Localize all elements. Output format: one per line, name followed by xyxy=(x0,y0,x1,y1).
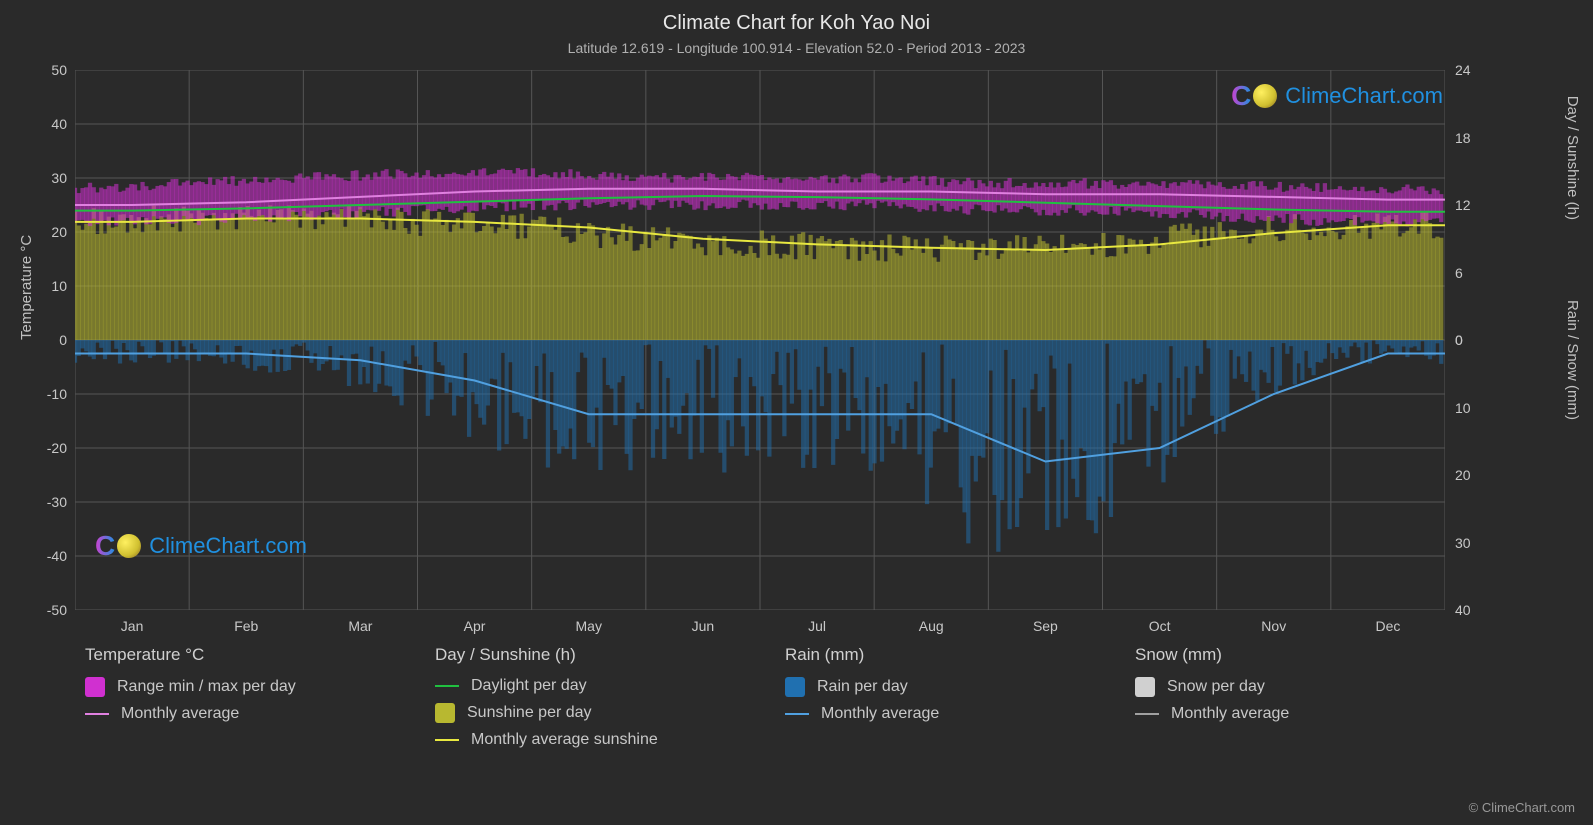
left-tick-label: 20 xyxy=(51,224,67,240)
legend-column: Rain (mm) Rain per day Monthly average xyxy=(785,645,1135,757)
legend-item: Sunshine per day xyxy=(435,703,785,723)
legend-line-icon xyxy=(85,713,109,715)
right-bot-tick-label: 10 xyxy=(1455,400,1471,416)
watermark-top: C ClimeChart.com xyxy=(1231,80,1443,112)
watermark-text: ClimeChart.com xyxy=(1285,83,1443,109)
climate-chart-container: Climate Chart for Koh Yao Noi Latitude 1… xyxy=(0,0,1593,825)
legend-line-icon xyxy=(435,739,459,741)
left-tick-label: -50 xyxy=(47,602,67,618)
left-tick-label: -20 xyxy=(47,440,67,456)
plot-area xyxy=(75,70,1445,610)
month-tick-label: Aug xyxy=(911,618,951,634)
legend-item: Monthly average xyxy=(85,705,435,723)
left-tick-label: 30 xyxy=(51,170,67,186)
left-tick-label: 10 xyxy=(51,278,67,294)
left-tick-label: -40 xyxy=(47,548,67,564)
legend-item-label: Sunshine per day xyxy=(467,704,592,722)
left-axis-label: Temperature °C xyxy=(18,235,35,340)
left-tick-label: -10 xyxy=(47,386,67,402)
chart-title: Climate Chart for Koh Yao Noi xyxy=(0,12,1593,35)
legend-column-title: Temperature °C xyxy=(85,645,435,665)
legend-swatch-icon xyxy=(435,703,455,723)
month-tick-label: Oct xyxy=(1140,618,1180,634)
logo-c-icon: C xyxy=(1231,80,1251,112)
watermark-text: ClimeChart.com xyxy=(149,533,307,559)
month-tick-label: Feb xyxy=(226,618,266,634)
legend-item-label: Monthly average xyxy=(821,705,939,723)
right-axis-bot-label: Rain / Snow (mm) xyxy=(1564,300,1581,420)
right-bot-tick-label: 30 xyxy=(1455,535,1471,551)
left-tick-label: 0 xyxy=(59,332,67,348)
legend-item-label: Rain per day xyxy=(817,678,908,696)
legend-column: Temperature °C Range min / max per day Mon… xyxy=(85,645,435,757)
legend-item-label: Monthly average xyxy=(121,705,239,723)
legend-column-title: Rain (mm) xyxy=(785,645,1135,665)
legend-column: Day / Sunshine (h) Daylight per day Sunshi… xyxy=(435,645,785,757)
legend-item: Monthly average sunshine xyxy=(435,731,785,749)
left-tick-label: 40 xyxy=(51,116,67,132)
right-top-tick-label: 12 xyxy=(1455,197,1471,213)
legend-item: Snow per day xyxy=(1135,677,1485,697)
month-tick-label: Jul xyxy=(797,618,837,634)
legend-item: Monthly average xyxy=(1135,705,1485,723)
legend-item-label: Daylight per day xyxy=(471,677,587,695)
legend: Temperature °C Range min / max per day Mon… xyxy=(85,645,1485,757)
month-tick-label: Apr xyxy=(455,618,495,634)
left-tick-label: 50 xyxy=(51,62,67,78)
month-tick-label: Jun xyxy=(683,618,723,634)
right-top-tick-label: 18 xyxy=(1455,130,1471,146)
legend-column: Snow (mm) Snow per day Monthly average xyxy=(1135,645,1485,757)
right-axis-top-label: Day / Sunshine (h) xyxy=(1564,96,1581,220)
chart-subtitle: Latitude 12.619 - Longitude 100.914 - El… xyxy=(0,40,1593,56)
legend-swatch-icon xyxy=(1135,677,1155,697)
month-tick-label: May xyxy=(569,618,609,634)
right-top-tick-label: 24 xyxy=(1455,62,1471,78)
legend-item: Range min / max per day xyxy=(85,677,435,697)
legend-swatch-icon xyxy=(785,677,805,697)
legend-line-icon xyxy=(435,685,459,687)
logo-c-icon: C xyxy=(95,530,115,562)
month-tick-label: Jan xyxy=(112,618,152,634)
legend-column-title: Day / Sunshine (h) xyxy=(435,645,785,665)
legend-item: Daylight per day xyxy=(435,677,785,695)
month-tick-label: Mar xyxy=(340,618,380,634)
legend-line-icon xyxy=(785,713,809,715)
logo-globe-icon xyxy=(117,534,141,558)
legend-item: Rain per day xyxy=(785,677,1135,697)
right-bot-tick-label: 20 xyxy=(1455,467,1471,483)
month-tick-label: Nov xyxy=(1254,618,1294,634)
legend-item-label: Snow per day xyxy=(1167,678,1265,696)
month-tick-label: Sep xyxy=(1025,618,1065,634)
right-bot-tick-label: 40 xyxy=(1455,602,1471,618)
month-tick-label: Dec xyxy=(1368,618,1408,634)
logo-globe-icon xyxy=(1253,84,1277,108)
right-top-tick-label: 6 xyxy=(1455,265,1463,281)
left-tick-label: -30 xyxy=(47,494,67,510)
legend-item: Monthly average xyxy=(785,705,1135,723)
legend-swatch-icon xyxy=(85,677,105,697)
copyright-text: © ClimeChart.com xyxy=(1469,800,1575,815)
right-bot-tick-label: 0 xyxy=(1455,332,1463,348)
legend-item-label: Monthly average xyxy=(1171,705,1289,723)
watermark-bottom: C ClimeChart.com xyxy=(95,530,307,562)
legend-item-label: Monthly average sunshine xyxy=(471,731,658,749)
legend-item-label: Range min / max per day xyxy=(117,678,296,696)
legend-column-title: Snow (mm) xyxy=(1135,645,1485,665)
legend-line-icon xyxy=(1135,713,1159,715)
